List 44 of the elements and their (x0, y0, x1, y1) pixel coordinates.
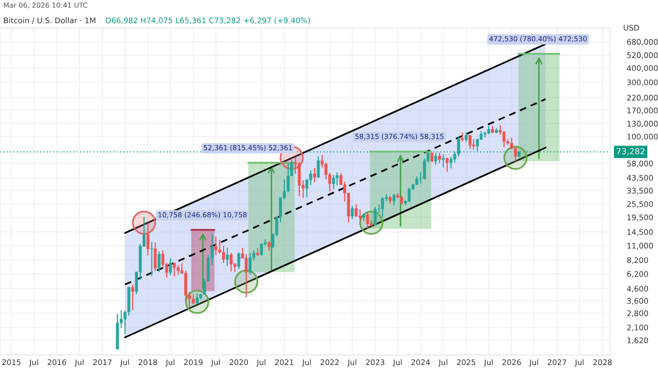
ref-line-label: 73,282 (616, 148, 644, 156)
candlestick (146, 222, 150, 256)
candlestick (298, 162, 301, 197)
point (132, 210, 156, 235)
candlestick (268, 240, 271, 252)
candlestick (230, 252, 233, 272)
candlestick (381, 196, 384, 218)
candlestick (313, 167, 316, 183)
candlestick (176, 264, 180, 276)
candlestick (214, 236, 218, 256)
candlestick (514, 147, 517, 162)
candlestick (392, 193, 396, 206)
candlestick (430, 152, 434, 163)
candlestick (192, 294, 195, 305)
candlestick (366, 212, 370, 230)
candlestick (248, 252, 252, 275)
candlestick (350, 205, 354, 220)
candlestick (168, 258, 172, 276)
candlestick (354, 204, 358, 218)
candlestick (476, 138, 479, 152)
candlestick (150, 242, 154, 277)
candlestick (237, 252, 240, 270)
candlestick (502, 130, 506, 148)
candlestick (408, 188, 411, 203)
candlestick (154, 242, 157, 272)
candlestick (131, 284, 134, 311)
candlestick (244, 254, 248, 298)
candlestick (434, 152, 438, 166)
candlestick (260, 243, 263, 256)
candlestick (438, 152, 442, 164)
candlestick (358, 209, 362, 222)
candlestick (468, 134, 472, 150)
candlestick (316, 156, 320, 178)
candlestick (446, 157, 449, 172)
candlestick (374, 206, 377, 226)
candlestick (226, 247, 229, 266)
candlestick (472, 138, 475, 150)
candlestick (336, 172, 339, 186)
candlestick (442, 154, 445, 168)
candlestick (332, 174, 336, 190)
candlestick (172, 262, 176, 278)
candlestick (158, 250, 161, 273)
candlestick (464, 132, 468, 143)
candlestick (196, 292, 199, 304)
